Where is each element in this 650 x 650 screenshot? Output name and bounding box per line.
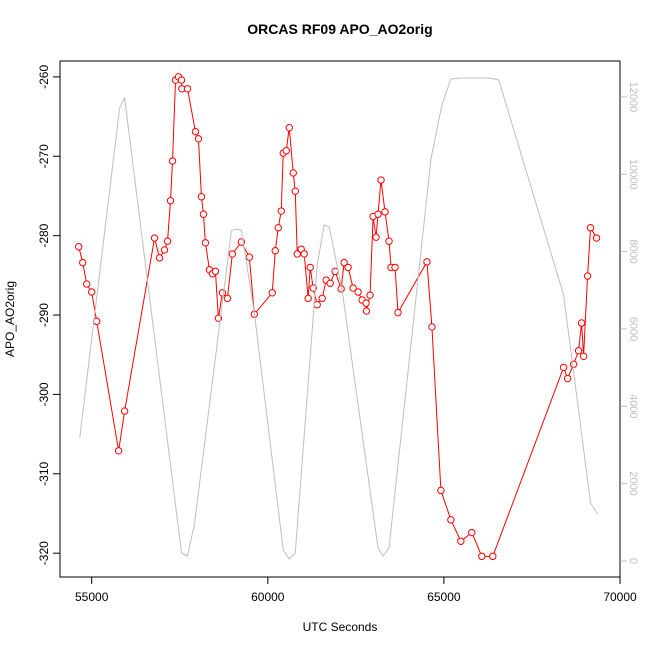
y2-tick-label: 12000 <box>627 82 639 113</box>
point <box>423 258 431 266</box>
point <box>313 301 321 309</box>
y2-tick-label: 0 <box>627 558 639 564</box>
point <box>199 210 208 218</box>
y-tick-label: -310 <box>37 461 51 485</box>
point <box>592 234 601 242</box>
point <box>304 294 312 303</box>
point <box>457 537 465 545</box>
y2-tick-label: 4000 <box>627 394 639 418</box>
point <box>197 193 206 201</box>
point <box>120 407 129 415</box>
point <box>168 157 177 165</box>
point <box>160 246 169 254</box>
y2-tick-label: 8000 <box>627 239 639 263</box>
point <box>289 169 297 177</box>
point <box>177 76 186 84</box>
point <box>362 307 371 315</box>
point <box>271 247 279 255</box>
y-axis-label: APO_AO2orig <box>3 281 17 357</box>
point <box>245 253 254 261</box>
y-tick-label: -260 <box>37 65 51 89</box>
point <box>326 279 334 287</box>
point <box>285 123 293 132</box>
chart-title: ORCAS RF09 APO_AO2orig <box>247 21 432 37</box>
point <box>163 237 172 245</box>
plot-box <box>59 60 621 578</box>
point <box>437 486 445 495</box>
point <box>478 552 486 561</box>
point <box>377 176 385 184</box>
point <box>194 135 203 143</box>
point <box>183 85 192 93</box>
point <box>468 528 476 537</box>
point <box>344 263 352 272</box>
point <box>191 127 200 136</box>
x-tick-label: 55000 <box>75 590 109 604</box>
point <box>300 250 308 258</box>
point <box>114 447 123 455</box>
point <box>447 516 455 524</box>
point <box>291 187 299 195</box>
point <box>166 197 175 205</box>
point <box>274 224 282 232</box>
point <box>228 250 237 258</box>
point <box>579 352 588 361</box>
point <box>366 291 374 299</box>
point <box>75 243 83 251</box>
point <box>574 347 583 355</box>
y2-tick-label: 2000 <box>627 471 639 495</box>
point <box>211 267 220 276</box>
point <box>394 308 402 317</box>
point <box>82 280 91 288</box>
series-line <box>79 77 598 560</box>
point <box>559 363 568 372</box>
y2-tick-label: 6000 <box>627 317 639 341</box>
point <box>374 210 382 218</box>
point <box>79 258 87 267</box>
point <box>489 552 497 561</box>
y-tick-label: -270 <box>37 144 51 168</box>
y-tick-label: -290 <box>37 303 51 327</box>
point <box>340 258 348 267</box>
point <box>563 374 572 383</box>
point <box>223 294 232 303</box>
point <box>391 263 399 272</box>
x-tick-label: 70000 <box>603 590 637 604</box>
point <box>586 224 595 232</box>
y-tick-label: -320 <box>37 541 51 565</box>
y2-tick-label: 10000 <box>627 159 639 190</box>
point <box>428 323 436 331</box>
point <box>381 208 389 216</box>
point <box>87 288 96 296</box>
point <box>354 288 362 296</box>
point <box>293 250 301 258</box>
point <box>268 289 276 297</box>
x-axis-label: UTC Seconds <box>303 620 378 634</box>
point <box>583 272 592 280</box>
point <box>385 237 393 245</box>
point <box>577 319 586 327</box>
point <box>318 294 326 303</box>
x-tick-label: 65000 <box>427 590 461 604</box>
point <box>282 147 290 155</box>
point <box>569 360 578 368</box>
point <box>150 234 159 242</box>
point <box>201 239 210 247</box>
point <box>155 254 164 262</box>
x-tick-label: 60000 <box>251 590 285 604</box>
y-tick-label: -300 <box>37 382 51 406</box>
series-line <box>78 76 597 557</box>
point <box>349 284 357 292</box>
point <box>218 289 227 297</box>
point <box>277 207 285 215</box>
point <box>372 233 380 241</box>
point <box>306 263 314 272</box>
point <box>362 299 370 307</box>
y-tick-label: -280 <box>37 223 51 247</box>
